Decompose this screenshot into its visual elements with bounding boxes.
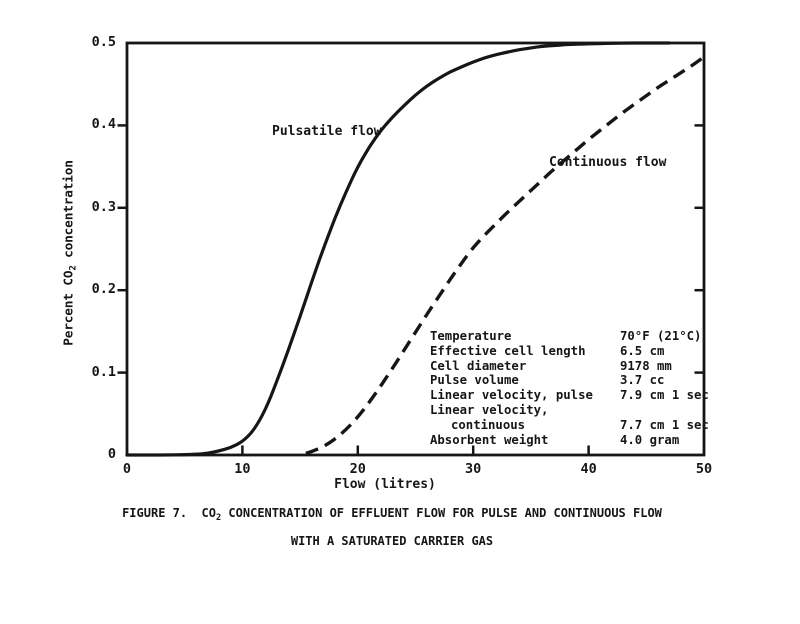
y-tick-label-0.2: 0.2 bbox=[91, 281, 116, 298]
annotation-value: 7.9 cm 1 sec bbox=[620, 388, 709, 403]
annotation-label: Cell diameter bbox=[430, 358, 527, 373]
y-tick-label-0.1: 0.1 bbox=[91, 363, 116, 380]
y-axis-title-text: Percent CO bbox=[61, 270, 77, 346]
y-axis-title-subscript: 2 bbox=[67, 265, 79, 271]
continuous-curve bbox=[305, 55, 705, 456]
x-tick-label-50: 50 bbox=[695, 461, 713, 477]
annotation-value: 6.5 cm bbox=[620, 343, 665, 358]
annotation-row: Absorbent weight 4.0 gram bbox=[430, 433, 708, 448]
annotation-label: Pulse volume bbox=[430, 373, 519, 388]
parameters-annotation-block: Temperature 70°F (21°C) Effective cell len… bbox=[430, 329, 709, 448]
caption-subscript: 2 bbox=[216, 512, 222, 523]
annotation-row: Cell diameter 9178 mm bbox=[430, 359, 708, 374]
x-tick-label-0: 0 bbox=[122, 461, 132, 477]
annotation-label: Absorbent weight bbox=[430, 432, 549, 447]
figure-caption: FIGURE 7. CO2 CONCENTRATION OF EFFLUENT … bbox=[0, 502, 784, 553]
annotation-row: continuous 7.7 cm 1 sec bbox=[430, 417, 709, 433]
annotation-value: 7.7 cm 1 sec bbox=[620, 417, 709, 432]
y-axis-title: Percent CO2 concentration bbox=[62, 160, 79, 345]
annotation-label: Temperature bbox=[430, 329, 512, 343]
annotation-row: Linear velocity, bbox=[430, 403, 708, 418]
annotation-value: 3.7 cc bbox=[620, 373, 665, 388]
annotation-label: Effective cell length bbox=[430, 343, 586, 358]
x-tick-label-30: 30 bbox=[465, 461, 482, 477]
caption-text-2: CONCENTRATION OF EFFLUENT FLOW FOR PULSE… bbox=[221, 506, 662, 520]
plot-frame bbox=[125, 41, 706, 457]
pulsatile-curve-label: Pulsatile flow bbox=[272, 124, 382, 139]
annotation-label: continuous bbox=[451, 417, 526, 432]
figure-caption-line1: FIGURE 7. CO2 CONCENTRATION OF EFFLUENT … bbox=[0, 502, 784, 530]
figure-caption-line2: WITH A SATURATED CARRIER GAS bbox=[290, 533, 494, 548]
annotation-row: Pulse volume 3.7 cc bbox=[430, 373, 708, 388]
y-axis-title-text-2: concentration bbox=[61, 160, 77, 266]
pulsatile-curve bbox=[125, 41, 671, 457]
continuous-curve-label: Continuous flow bbox=[549, 155, 667, 170]
x-tick-label-10: 10 bbox=[234, 461, 251, 477]
annotation-value: 4.0 gram bbox=[620, 432, 680, 447]
axis-ticks bbox=[117, 124, 703, 454]
y-tick-label-0.4: 0.4 bbox=[91, 116, 116, 133]
y-tick-label-0: 0 bbox=[107, 446, 116, 462]
y-tick-label-0.3: 0.3 bbox=[91, 198, 116, 215]
x-tick-label-20: 20 bbox=[349, 461, 366, 477]
x-tick-label-40: 40 bbox=[580, 461, 597, 477]
annotation-value: 9178 mm bbox=[620, 358, 672, 373]
annotation-label: Linear velocity, bbox=[430, 402, 549, 417]
annotation-row: Temperature 70°F (21°C) bbox=[430, 329, 708, 344]
annotation-label: Linear velocity, pulse bbox=[430, 388, 593, 403]
caption-text-1: FIGURE 7. CO bbox=[122, 506, 216, 520]
annotation-row: Linear velocity, pulse 7.9 cm 1 sec bbox=[430, 388, 709, 403]
y-tick-label-0.5: 0.5 bbox=[91, 34, 116, 50]
annotation-row: Effective cell length 6.5 cm bbox=[430, 344, 708, 359]
x-axis-title: Flow (litres) bbox=[334, 477, 436, 492]
annotation-value: 70°F (21°C) bbox=[620, 329, 702, 343]
